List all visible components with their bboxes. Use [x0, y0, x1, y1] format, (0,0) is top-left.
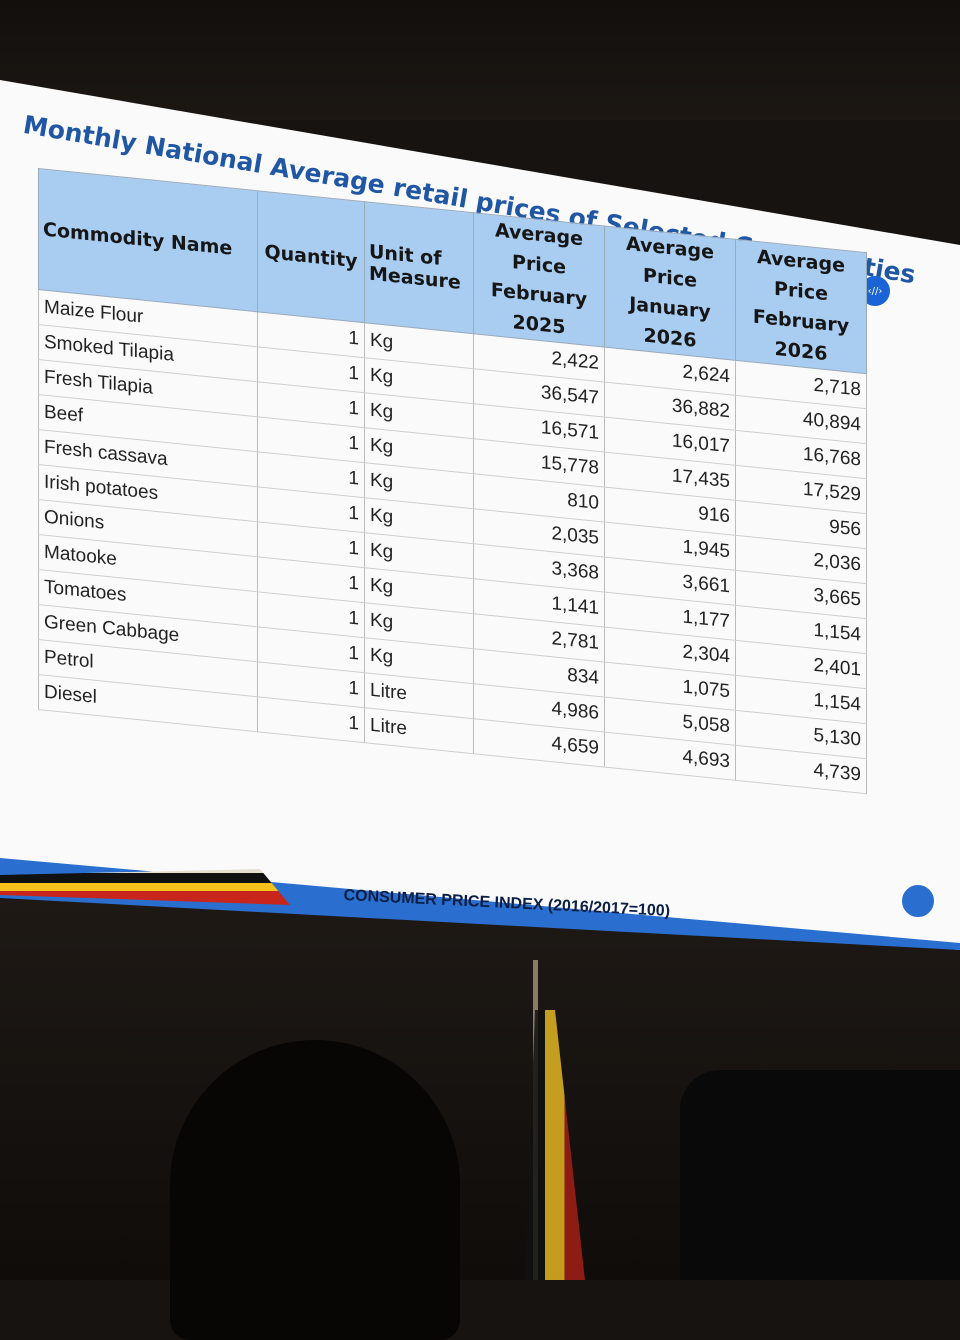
- header-quantity: Quantity: [257, 190, 365, 323]
- person-silhouette: [170, 1040, 460, 1340]
- room-background: [0, 0, 960, 120]
- projection-screen: Monthly National Average retail prices o…: [0, 80, 960, 950]
- price-table-wrapper: Commodity Name Quantity Unit of Measure …: [38, 168, 867, 794]
- table-body: Maize Flour 1 Kg 2,422 2,624 2,718 Smoked Tila…: [38, 289, 867, 794]
- video-camera: [680, 1070, 960, 1280]
- header-price-jan-2026: Average Price January 2026: [604, 226, 736, 361]
- ubos-logo-icon: [900, 883, 936, 919]
- header-price-feb-2026: Average Price February 2026: [735, 239, 867, 374]
- header-unit-of-measure: Unit of Measure: [364, 201, 474, 334]
- header-price-feb-2025: Average Price February 2025: [473, 212, 605, 348]
- header-commodity-name: Commodity Name: [38, 168, 258, 312]
- price-table: Commodity Name Quantity Unit of Measure …: [38, 168, 867, 794]
